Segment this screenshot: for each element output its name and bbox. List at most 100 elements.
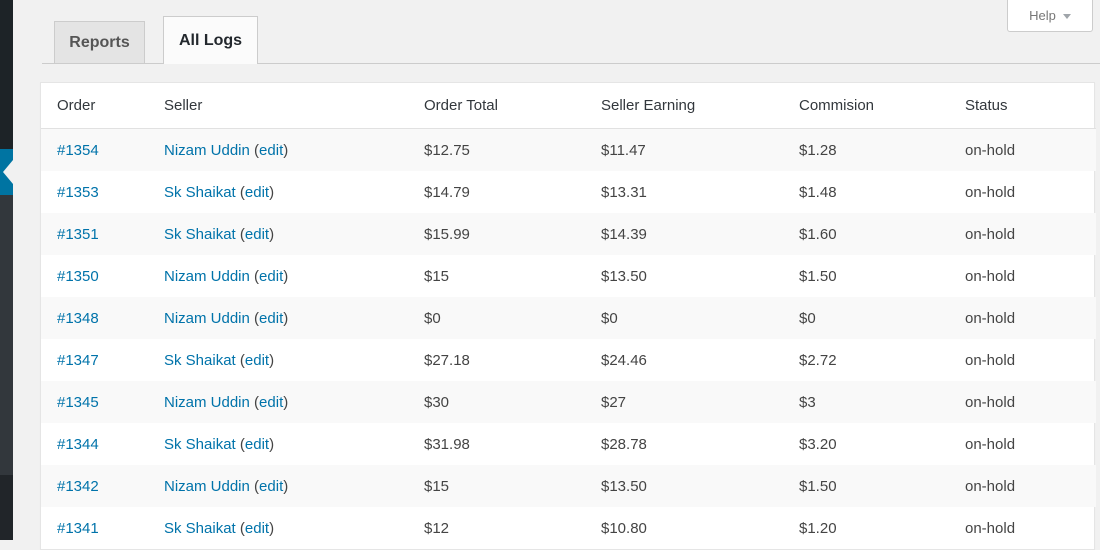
order-link[interactable]: #1341 <box>57 519 99 537</box>
edit-link[interactable]: edit <box>259 477 284 495</box>
table-row: #1354 Nizam Uddin (edit) $12.75 $11.47 $… <box>41 128 1096 171</box>
edit-paren-close: ) <box>283 393 289 411</box>
chevron-down-icon <box>1062 14 1071 19</box>
status-cell: on-hold <box>965 141 1016 159</box>
seller-earning-cell: $0 <box>601 309 618 327</box>
table-row: #1351 Sk Shaikat (edit) $15.99 $14.39 $1… <box>41 213 1096 255</box>
seller-link[interactable]: Sk Shaikat <box>164 183 236 201</box>
edit-link[interactable]: edit <box>259 141 284 159</box>
seller-earning-cell: $24.46 <box>601 351 647 369</box>
column-header-status: Status <box>949 83 1096 129</box>
status-cell: on-hold <box>965 519 1016 537</box>
seller-earning-cell: $28.78 <box>601 435 647 453</box>
status-cell: on-hold <box>965 393 1016 411</box>
status-cell: on-hold <box>965 183 1016 201</box>
edit-link[interactable]: edit <box>244 435 270 453</box>
seller-link[interactable]: Sk Shaikat <box>164 225 236 243</box>
tab-bar: Reports All Logs <box>42 0 1100 64</box>
seller-earning-cell: $13.50 <box>601 477 647 495</box>
seller-link[interactable]: Nizam Uddin <box>164 309 250 327</box>
edit-link[interactable]: edit <box>244 183 270 201</box>
seller-link[interactable]: Sk Shaikat <box>164 435 236 453</box>
status-cell: on-hold <box>965 351 1016 369</box>
edit-paren-close: ) <box>269 225 275 243</box>
order-link[interactable]: #1347 <box>57 351 99 369</box>
seller-link[interactable]: Nizam Uddin <box>164 267 250 285</box>
edit-link[interactable]: edit <box>259 267 284 285</box>
order-link[interactable]: #1354 <box>57 141 99 159</box>
seller-link[interactable]: Nizam Uddin <box>164 141 250 159</box>
active-menu-item[interactable] <box>0 149 13 195</box>
tab-reports[interactable]: Reports <box>54 21 145 64</box>
commission-cell: $1.20 <box>799 519 837 537</box>
logs-table: Order Seller Order Total Seller Earning … <box>41 83 1096 549</box>
edit-link[interactable]: edit <box>244 519 270 537</box>
commission-cell: $0 <box>799 309 816 327</box>
table-header-row: Order Seller Order Total Seller Earning … <box>41 83 1096 129</box>
order-total-cell: $30 <box>424 393 450 411</box>
order-total-cell: $15 <box>424 267 450 285</box>
status-cell: on-hold <box>965 477 1016 495</box>
admin-menu-top-section <box>0 0 13 149</box>
help-button[interactable]: Help <box>1007 0 1093 32</box>
order-cell: #1350 <box>41 255 148 297</box>
order-link[interactable]: #1353 <box>57 183 99 201</box>
edit-paren-close: ) <box>283 141 289 159</box>
order-link[interactable]: #1348 <box>57 309 99 327</box>
commission-cell: $3.20 <box>799 435 837 453</box>
edit-paren-close: ) <box>269 351 275 369</box>
table-row: #1344 Sk Shaikat (edit) $31.98 $28.78 $3… <box>41 423 1096 465</box>
order-total-cell: $15 <box>424 477 450 495</box>
seller-earning-cell: $10.80 <box>601 519 647 537</box>
commission-cell: $3 <box>799 393 816 411</box>
commission-cell: $1.28 <box>799 141 837 159</box>
edit-paren-open: ( <box>254 309 260 327</box>
edit-link[interactable]: edit <box>259 393 284 411</box>
seller-cell: Sk Shaikat (edit) <box>148 213 408 255</box>
seller-earning-cell: $13.31 <box>601 183 647 201</box>
edit-paren-close: ) <box>269 519 275 537</box>
edit-paren-close: ) <box>269 183 275 201</box>
status-cell: on-hold <box>965 225 1016 243</box>
tab-all-logs[interactable]: All Logs <box>163 16 258 64</box>
seller-cell: Sk Shaikat (edit) <box>148 171 408 213</box>
edit-paren-open: ( <box>254 477 260 495</box>
order-total-cell: $12 <box>424 519 450 537</box>
edit-paren-close: ) <box>283 309 289 327</box>
edit-paren-open: ( <box>239 435 245 453</box>
edit-paren-open: ( <box>239 519 245 537</box>
order-link[interactable]: #1351 <box>57 225 99 243</box>
table-row: #1341 Sk Shaikat (edit) $12 $10.80 $1.20… <box>41 507 1096 549</box>
help-label: Help <box>1029 8 1056 23</box>
order-cell: #1342 <box>41 465 148 507</box>
seller-link[interactable]: Sk Shaikat <box>164 519 236 537</box>
seller-link[interactable]: Nizam Uddin <box>164 393 250 411</box>
order-link[interactable]: #1342 <box>57 477 99 495</box>
active-menu-arrow-icon <box>3 160 13 184</box>
log-table-body: #1354 Nizam Uddin (edit) $12.75 $11.47 $… <box>41 128 1096 550</box>
admin-menu-strip[interactable] <box>0 0 13 540</box>
order-cell: #1353 <box>41 171 148 213</box>
table-row: #1347 Sk Shaikat (edit) $27.18 $24.46 $2… <box>41 339 1096 381</box>
order-total-cell: $27.18 <box>424 351 470 369</box>
seller-link[interactable]: Sk Shaikat <box>164 351 236 369</box>
seller-cell: Sk Shaikat (edit) <box>148 339 408 381</box>
seller-link[interactable]: Nizam Uddin <box>164 477 250 495</box>
seller-cell: Nizam Uddin (edit) <box>148 381 408 423</box>
order-link[interactable]: #1344 <box>57 435 99 453</box>
seller-cell: Nizam Uddin (edit) <box>148 465 408 507</box>
order-link[interactable]: #1345 <box>57 393 99 411</box>
edit-link[interactable]: edit <box>244 351 270 369</box>
column-header-commission: Commision <box>783 83 949 129</box>
column-header-seller: Seller <box>148 83 408 129</box>
edit-link[interactable]: edit <box>244 225 270 243</box>
table-row: #1350 Nizam Uddin (edit) $15 $13.50 $1.5… <box>41 255 1096 297</box>
seller-earning-cell: $27 <box>601 393 627 411</box>
edit-paren-open: ( <box>254 267 260 285</box>
order-total-cell: $14.79 <box>424 183 470 201</box>
edit-paren-open: ( <box>239 351 245 369</box>
edit-link[interactable]: edit <box>259 309 284 327</box>
order-link[interactable]: #1350 <box>57 267 99 285</box>
seller-cell: Nizam Uddin (edit) <box>148 297 408 339</box>
commission-cell: $2.72 <box>799 351 837 369</box>
